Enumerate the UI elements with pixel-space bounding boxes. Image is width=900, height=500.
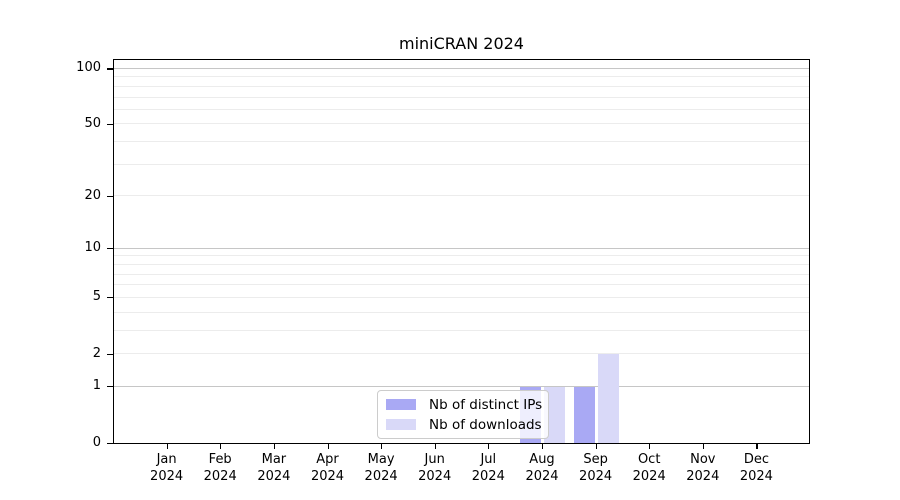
year-label: 2024: [686, 469, 720, 484]
x-tick: [273, 444, 276, 449]
gridline-major: [114, 385, 809, 387]
month-label: Oct: [637, 452, 661, 467]
gridline-minor: [114, 284, 809, 286]
year-label: 2024: [525, 469, 559, 484]
gridline-minor: [114, 329, 809, 331]
month-label: Jul: [480, 452, 497, 467]
bar-downloads: [597, 354, 619, 443]
gridline-minor: [114, 296, 809, 298]
bar-distinct-ips: [573, 386, 595, 443]
x-tick-label: Apr 2024: [296, 451, 360, 485]
x-tick: [649, 444, 651, 449]
legend-swatch: [386, 419, 416, 430]
x-tick-label: Feb 2024: [188, 451, 252, 485]
year-label: 2024: [257, 469, 291, 484]
y-tick-label: 1: [92, 378, 101, 394]
y-tick: [107, 123, 113, 125]
legend-item: Nb of downloads: [386, 416, 542, 433]
gridline-minor: [114, 123, 809, 125]
y-tick: [107, 68, 113, 70]
month-label: Nov: [690, 452, 716, 467]
x-tick-label: Jul 2024: [456, 451, 520, 485]
gridline-minor: [114, 141, 809, 142]
legend-swatch: [386, 399, 416, 410]
x-tick-label: Sep 2024: [564, 451, 628, 485]
month-label: May: [367, 452, 395, 467]
x-tick: [220, 444, 222, 449]
x-tick-label: Aug 2024: [510, 451, 574, 485]
legend-box: Nb of distinct IPs Nb of downloads: [377, 390, 549, 439]
month-label: Aug: [529, 452, 555, 467]
year-label: 2024: [739, 469, 773, 484]
chart-title: miniCRAN 2024: [399, 34, 524, 53]
gridline-minor: [114, 311, 809, 313]
year-label: 2024: [418, 469, 452, 484]
x-tick-label: Nov 2024: [671, 451, 735, 485]
gridline-minor: [114, 96, 809, 98]
gridline-minor: [114, 76, 809, 78]
y-tick-label: 100: [76, 60, 101, 76]
x-tick-label: Jun 2024: [403, 451, 467, 485]
x-tick: [702, 444, 704, 449]
month-label: Dec: [743, 452, 769, 467]
y-tick: [107, 195, 113, 197]
x-tick: [542, 444, 544, 449]
gridline-minor: [114, 353, 809, 354]
month-label: Apr: [316, 452, 339, 467]
y-tick: [107, 386, 113, 388]
y-tick: [107, 248, 113, 250]
year-label: 2024: [364, 469, 398, 484]
y-tick-label: 0: [92, 434, 101, 450]
y-tick-label: 10: [84, 240, 101, 256]
month-label: Jun: [424, 452, 445, 467]
y-tick-label: 20: [84, 187, 101, 203]
x-tick-label: Oct 2024: [617, 451, 681, 485]
gridline-major: [114, 247, 809, 249]
y-tick: [107, 442, 113, 444]
gridline-major: [114, 67, 809, 69]
y-tick-label: 5: [92, 289, 101, 305]
x-tick: [595, 444, 597, 449]
x-tick: [327, 444, 329, 449]
gridline-minor: [114, 108, 809, 110]
legend-label: Nb of distinct IPs: [429, 396, 543, 413]
gridline-minor: [114, 273, 809, 275]
gridline-minor: [114, 85, 809, 87]
plot-area: [113, 59, 810, 444]
year-label: 2024: [310, 469, 345, 484]
x-tick: [166, 444, 168, 449]
x-tick-label: Mar 2024: [242, 451, 306, 485]
y-tick-label: 2: [92, 345, 101, 361]
gridline-minor: [114, 195, 809, 197]
y-tick: [107, 353, 113, 355]
legend-label: Nb of downloads: [429, 416, 542, 433]
y-tick-label: 50: [84, 115, 101, 131]
year-label: 2024: [203, 469, 237, 484]
x-tick-label: May 2024: [349, 451, 413, 485]
year-label: 2024: [150, 469, 184, 484]
year-label: 2024: [632, 469, 666, 484]
x-tick: [488, 444, 490, 449]
x-tick-label: Jan 2024: [135, 451, 199, 485]
x-tick: [434, 444, 436, 449]
year-label: 2024: [579, 469, 613, 484]
gridline-minor: [114, 263, 809, 265]
month-label: Sep: [583, 452, 608, 467]
x-tick: [381, 444, 383, 449]
gridline-minor: [114, 255, 809, 257]
x-tick-label: Dec 2024: [724, 451, 788, 485]
month-label: Mar: [261, 452, 287, 467]
bar-downloads: [544, 386, 565, 443]
y-tick: [107, 297, 113, 299]
year-label: 2024: [471, 469, 505, 484]
month-label: Feb: [208, 452, 232, 467]
x-tick: [756, 444, 758, 449]
legend-item: Nb of distinct IPs: [386, 396, 543, 413]
gridline-minor: [114, 163, 809, 165]
month-label: Jan: [156, 452, 177, 467]
